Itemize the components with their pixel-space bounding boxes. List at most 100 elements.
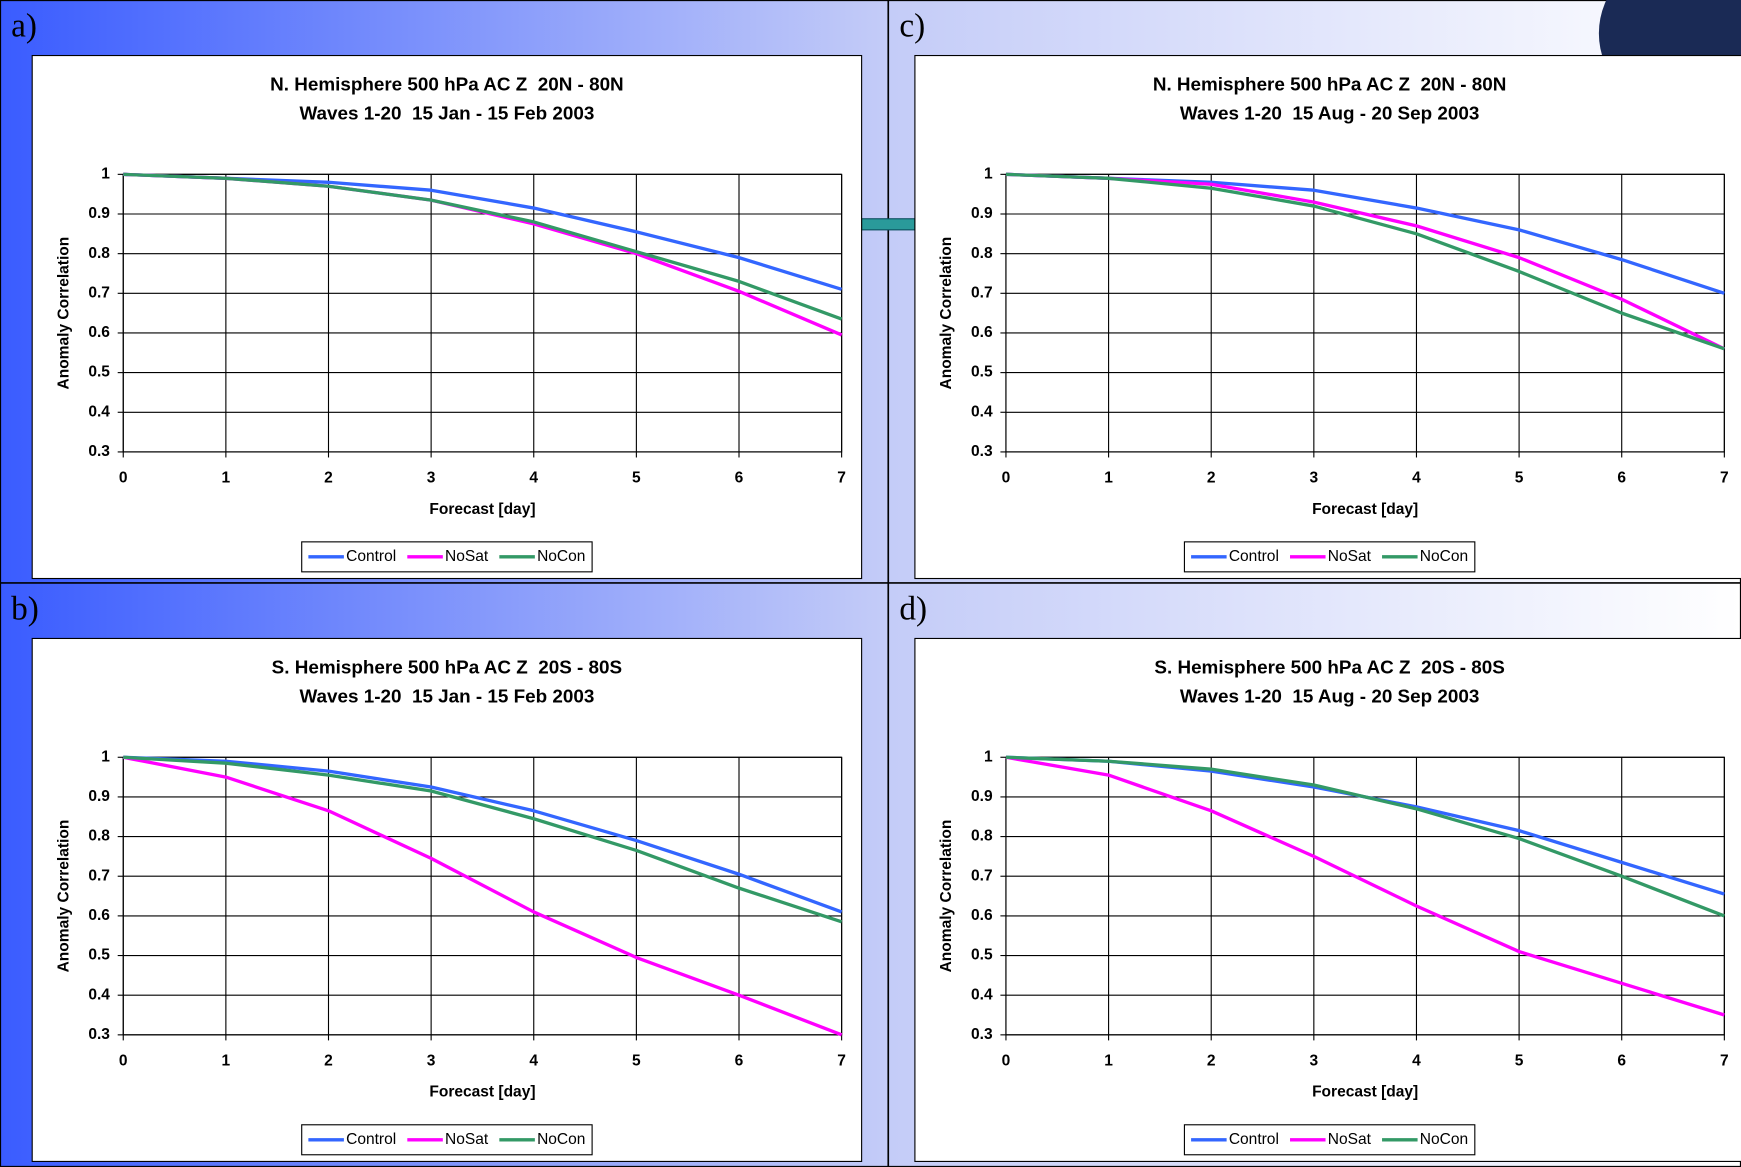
y-tick-label: 0.5	[88, 947, 110, 964]
y-tick-label: 0.3	[971, 1026, 993, 1043]
y-tick-label: 0.5	[88, 364, 110, 381]
y-tick-label: 1	[984, 165, 993, 182]
legend-label: NoSat	[1328, 548, 1372, 565]
y-tick-label: 0.9	[88, 788, 110, 805]
y-tick-label: 0.7	[971, 284, 993, 301]
x-tick-label: 2	[324, 470, 333, 487]
legend-label: NoSat	[445, 548, 489, 565]
x-tick-label: 3	[427, 470, 436, 487]
x-tick-label: 2	[1207, 1053, 1216, 1070]
legend-label: Control	[346, 1131, 396, 1148]
y-axis-title: Anomaly Correlation	[938, 237, 955, 390]
chart-title: N. Hemisphere 500 hPa AC Z 20N - 80N	[270, 74, 624, 95]
legend-label: NoSat	[1328, 1131, 1372, 1148]
x-axis-title: Forecast [day]	[1312, 501, 1418, 518]
x-tick-label: 3	[1310, 1053, 1319, 1070]
x-tick-label: 2	[324, 1053, 333, 1070]
x-tick-label: 5	[632, 470, 641, 487]
x-tick-label: 4	[1412, 1053, 1421, 1070]
legend-label: Control	[1229, 1131, 1279, 1148]
x-tick-label: 6	[1617, 470, 1626, 487]
x-tick-label: 1	[222, 1053, 231, 1070]
y-tick-label: 0.6	[88, 907, 110, 924]
x-tick-label: 0	[119, 1053, 128, 1070]
x-tick-label: 5	[632, 1053, 641, 1070]
x-axis-title: Forecast [day]	[1312, 1084, 1418, 1101]
x-tick-label: 0	[119, 470, 128, 487]
y-tick-label: 0.5	[971, 947, 993, 964]
y-tick-label: 0.4	[971, 986, 993, 1003]
legend-label: NoCon	[1420, 1131, 1468, 1148]
y-tick-label: 1	[101, 748, 110, 765]
x-tick-label: 7	[1720, 470, 1729, 487]
chart-subtitle: Waves 1-20 15 Aug - 20 Sep 2003	[1180, 102, 1479, 123]
y-tick-label: 1	[101, 165, 110, 182]
figure: a) N. Hemisphere 500 hPa AC Z 20N - 80N Wa…	[0, 0, 1741, 1167]
chart-subtitle: Waves 1-20 15 Jan - 15 Feb 2003	[299, 685, 594, 706]
y-axis-title: Anomaly Correlation	[56, 820, 73, 973]
x-tick-label: 7	[837, 1053, 846, 1070]
y-tick-label: 0.6	[971, 324, 993, 341]
y-tick-label: 0.7	[88, 867, 110, 884]
y-tick-label: 0.6	[971, 907, 993, 924]
chart-title: S. Hemisphere 500 hPa AC Z 20S - 80S	[1154, 656, 1504, 677]
x-tick-label: 0	[1002, 1053, 1011, 1070]
x-tick-label: 7	[1720, 1053, 1729, 1070]
y-tick-label: 0.8	[971, 245, 993, 262]
y-tick-label: 0.8	[88, 245, 110, 262]
y-tick-label: 0.7	[971, 867, 993, 884]
x-tick-label: 1	[1104, 1053, 1113, 1070]
panel-label: a)	[11, 8, 37, 45]
x-tick-label: 4	[529, 470, 538, 487]
x-tick-label: 4	[529, 1053, 538, 1070]
y-tick-label: 0.4	[971, 403, 993, 420]
y-tick-label: 0.4	[88, 986, 110, 1003]
legend: Control NoSat NoCon	[1184, 1125, 1474, 1155]
x-tick-label: 6	[735, 1053, 744, 1070]
chart-title: S. Hemisphere 500 hPa AC Z 20S - 80S	[272, 656, 622, 677]
legend: Control NoSat NoCon	[1184, 542, 1474, 572]
y-tick-label: 1	[984, 748, 993, 765]
x-tick-label: 1	[222, 470, 231, 487]
x-tick-label: 5	[1515, 470, 1524, 487]
chart-subtitle: Waves 1-20 15 Aug - 20 Sep 2003	[1180, 685, 1479, 706]
y-tick-label: 0.3	[971, 443, 993, 460]
x-tick-label: 2	[1207, 470, 1216, 487]
panel-label: c)	[899, 8, 925, 45]
y-tick-label: 0.4	[88, 403, 110, 420]
legend-label: Control	[346, 548, 396, 565]
y-tick-label: 0.3	[88, 1026, 110, 1043]
legend-label: NoCon	[537, 548, 585, 565]
y-tick-label: 0.9	[971, 205, 993, 222]
chart-subtitle: Waves 1-20 15 Jan - 15 Feb 2003	[299, 102, 594, 123]
x-tick-label: 3	[1310, 470, 1319, 487]
legend-label: NoSat	[445, 1131, 489, 1148]
x-tick-label: 5	[1515, 1053, 1524, 1070]
y-tick-label: 0.5	[971, 364, 993, 381]
x-tick-label: 6	[735, 470, 744, 487]
x-tick-label: 4	[1412, 470, 1421, 487]
connector	[862, 219, 915, 230]
legend-label: Control	[1229, 548, 1279, 565]
legend-label: NoCon	[1420, 548, 1468, 565]
legend: Control NoSat NoCon	[302, 542, 592, 572]
y-tick-label: 0.8	[88, 828, 110, 845]
y-tick-label: 0.9	[971, 788, 993, 805]
y-tick-label: 0.8	[971, 828, 993, 845]
page: a) N. Hemisphere 500 hPa AC Z 20N - 80N Wa…	[0, 0, 1741, 1167]
panel-label: b)	[11, 590, 39, 627]
y-axis-title: Anomaly Correlation	[938, 820, 955, 973]
legend: Control NoSat NoCon	[302, 1125, 592, 1155]
x-tick-label: 3	[427, 1053, 436, 1070]
chart-title: N. Hemisphere 500 hPa AC Z 20N - 80N	[1153, 74, 1507, 95]
y-axis-title: Anomaly Correlation	[56, 237, 73, 390]
y-tick-label: 0.9	[88, 205, 110, 222]
x-tick-label: 0	[1002, 470, 1011, 487]
legend-label: NoCon	[537, 1131, 585, 1148]
y-tick-label: 0.7	[88, 284, 110, 301]
y-tick-label: 0.3	[88, 443, 110, 460]
x-axis-title: Forecast [day]	[429, 1084, 535, 1101]
x-tick-label: 1	[1104, 470, 1113, 487]
x-tick-label: 7	[837, 470, 846, 487]
y-tick-label: 0.6	[88, 324, 110, 341]
